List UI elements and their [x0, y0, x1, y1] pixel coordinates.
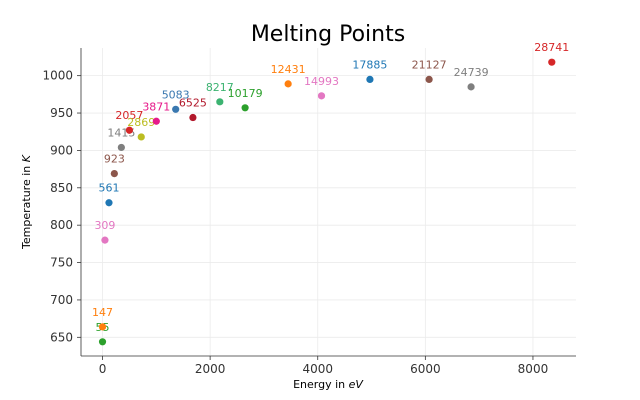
- data-label: 309: [94, 219, 115, 232]
- data-point: [548, 58, 556, 66]
- data-label: 2057: [115, 109, 143, 122]
- y-tick-label: 850: [50, 181, 73, 195]
- data-point: [366, 75, 374, 83]
- y-tick-label: 800: [50, 218, 73, 232]
- data-point: [189, 113, 197, 122]
- data-label: 28741: [534, 41, 569, 54]
- y-axis-label: Temperature in K: [20, 154, 33, 250]
- x-tick-label: 6000: [410, 362, 441, 376]
- x-tick-label: 8000: [518, 362, 549, 376]
- data-point: [467, 83, 475, 91]
- chart-title: Melting Points: [251, 22, 405, 47]
- data-point: [216, 98, 224, 106]
- data-label: 14993: [304, 75, 339, 88]
- y-axis-label-text: Temperature in: [20, 166, 33, 250]
- data-label: 5083: [162, 88, 190, 101]
- y-tick-label: 700: [50, 293, 73, 307]
- data-label: 8217: [206, 81, 234, 94]
- data-point: [125, 126, 134, 134]
- y-tick-label: 900: [50, 143, 73, 157]
- x-tick-label: 0: [99, 362, 107, 376]
- data-point: [105, 199, 113, 207]
- x-tick-label: 4000: [302, 362, 333, 376]
- data-point: [101, 236, 109, 244]
- data-label: 561: [98, 182, 119, 195]
- y-tick-label: 650: [50, 330, 73, 344]
- data-point: [98, 323, 107, 331]
- data-point: [172, 105, 180, 113]
- y-ticks: 650 700 750 800 850 900 950 1000: [42, 69, 81, 344]
- data-label: 6525: [179, 97, 207, 110]
- data-label: 923: [104, 153, 125, 166]
- x-tick-label: 2000: [195, 362, 226, 376]
- x-axis-label-text: Energy in: [293, 378, 345, 391]
- axes: [80, 48, 576, 357]
- data-label: 147: [92, 306, 113, 319]
- data-point: [137, 133, 145, 141]
- data-point: [284, 80, 292, 88]
- x-axis-unit: eV: [349, 378, 365, 391]
- x-axis-label: Energy in eV: [293, 378, 364, 391]
- data-point: [152, 117, 160, 125]
- data-label: 24739: [454, 66, 489, 79]
- data-point: [317, 92, 326, 100]
- data-point: [110, 169, 118, 178]
- data-label: 10179: [228, 87, 263, 100]
- data-label: 21127: [412, 58, 447, 71]
- data-label: 12431: [271, 63, 306, 76]
- y-tick-label: 750: [50, 256, 73, 270]
- y-tick-label: 1000: [42, 69, 73, 83]
- data-point: [241, 104, 249, 112]
- x-ticks: 0 2000 4000 6000 8000: [99, 356, 549, 376]
- data-point: [117, 143, 125, 152]
- data-point: [98, 338, 107, 346]
- data-label: 3871: [142, 100, 170, 113]
- data-label: 17885: [352, 58, 387, 71]
- grid: [81, 48, 576, 356]
- y-axis-unit: K: [20, 154, 33, 162]
- data-label: 2869: [127, 116, 155, 129]
- y-tick-label: 950: [50, 106, 73, 120]
- data-points: 5514730956192314152057286938715083652582…: [92, 41, 569, 346]
- data-point: [425, 75, 433, 83]
